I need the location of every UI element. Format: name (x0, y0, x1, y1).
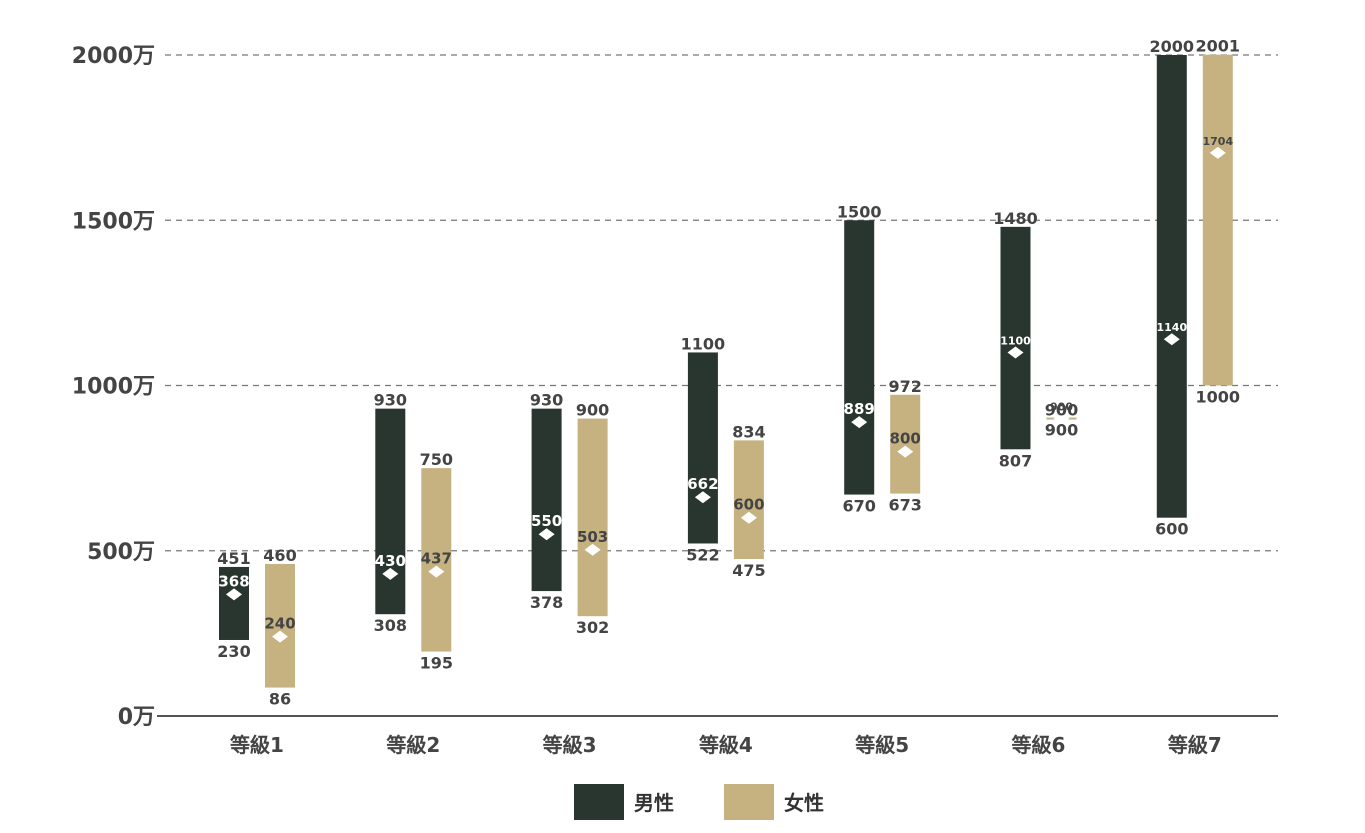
min-value-label: 230 (217, 642, 250, 661)
max-value-label: 900 (576, 401, 609, 420)
legend-label: 男性 (634, 791, 674, 815)
median-marker (226, 588, 242, 601)
range-bar (1000, 226, 1031, 450)
median-marker (1053, 412, 1070, 425)
max-value-label: 460 (263, 546, 296, 565)
x-axis-tick-labels: 等級1 等級2 等級3 等級4 等級5 等級6 等級7 (230, 733, 1222, 757)
range-bar (265, 563, 295, 688)
median-marker (538, 528, 555, 541)
range-bar (421, 468, 452, 652)
mid-value-label: 600 (733, 496, 764, 514)
bars-layer (219, 54, 1233, 688)
y-axis-tick-labels: 0万 500万 1000万 1500万 2000万 (72, 44, 155, 730)
y-tick-label: 500万 (87, 540, 155, 565)
max-value-label: 1480 (993, 209, 1038, 228)
min-value-label: 302 (576, 618, 609, 637)
min-value-label: 195 (420, 654, 453, 673)
median-marker (272, 630, 288, 643)
median-marker (740, 511, 757, 524)
median-marker (897, 445, 914, 458)
min-value-label: 1000 (1196, 388, 1241, 407)
mid-value-label: 889 (844, 400, 875, 418)
legend: 男性 女性 (574, 784, 824, 820)
x-tick-label: 等級5 (855, 733, 909, 757)
max-value-label: 972 (888, 377, 921, 396)
max-value-label: 1500 (837, 202, 882, 221)
x-tick-label: 等級2 (386, 733, 440, 757)
max-value-label: 2001 (1196, 37, 1241, 56)
value-labels-layer: 451 230 368 460 86 240 930 308 430 750 195 437 930 37… (217, 37, 1240, 709)
max-value-label: 900 (1045, 401, 1078, 420)
range-bar (219, 566, 249, 640)
range-bar (687, 352, 718, 544)
mid-value-label: 1704 (1202, 135, 1233, 148)
max-value-label: 750 (420, 450, 453, 469)
min-value-label: 378 (530, 593, 563, 612)
legend-label: 女性 (784, 791, 824, 815)
y-tick-label: 1500万 (72, 209, 155, 234)
legend-swatch (574, 784, 624, 820)
mid-value-label: 550 (531, 512, 562, 530)
mid-value-label: 240 (264, 615, 295, 633)
median-marker (1163, 333, 1180, 346)
median-marker (584, 543, 601, 556)
mid-value-label: 1100 (1000, 334, 1031, 347)
max-value-label: 930 (530, 391, 563, 410)
min-value-label: 86 (269, 690, 291, 709)
mid-value-label: 368 (218, 572, 249, 590)
median-marker (851, 416, 868, 429)
y-tick-label: 2000万 (72, 44, 155, 69)
min-value-label: 475 (732, 561, 765, 580)
mid-value-label: 503 (577, 528, 608, 546)
x-tick-label: 等級4 (699, 733, 753, 757)
range-bar (1202, 54, 1233, 386)
median-marker (1007, 346, 1024, 359)
median-marker (382, 567, 399, 580)
mid-value-label: 437 (421, 550, 452, 568)
max-value-label: 930 (374, 391, 407, 410)
grid-lines (165, 54, 1278, 552)
max-value-label: 834 (732, 422, 765, 441)
y-tick-label: 1000万 (72, 375, 155, 400)
range-bar (577, 418, 608, 617)
min-value-label: 900 (1045, 421, 1078, 440)
range-bar (844, 220, 875, 495)
range-bar (890, 394, 921, 494)
mid-value-label: 800 (890, 430, 921, 448)
min-value-label: 673 (888, 496, 921, 515)
min-value-label: 600 (1155, 520, 1188, 539)
legend-swatch (724, 784, 774, 820)
max-value-label: 451 (217, 549, 250, 568)
mid-value-label: 662 (687, 475, 718, 493)
min-value-label: 807 (999, 451, 1032, 470)
min-value-label: 308 (374, 616, 407, 635)
mid-value-label: 430 (375, 552, 406, 570)
min-value-label: 522 (686, 545, 719, 564)
median-marker (428, 565, 445, 578)
range-bar (531, 408, 562, 592)
range-bar (375, 408, 406, 615)
x-tick-label: 等級7 (1168, 733, 1222, 757)
x-tick-label: 等級3 (543, 733, 597, 757)
mid-value-label: 900 (1050, 401, 1073, 414)
range-bar (733, 440, 764, 560)
max-value-label: 2000 (1150, 37, 1195, 56)
y-tick-label: 0万 (118, 705, 155, 730)
range-bar (1156, 55, 1187, 518)
median-marker (694, 491, 711, 504)
min-value-label: 670 (842, 497, 875, 516)
median-marker (1209, 146, 1226, 159)
x-tick-label: 等級6 (1012, 733, 1066, 757)
max-value-label: 1100 (681, 334, 726, 353)
mid-value-label: 1140 (1156, 321, 1187, 334)
x-tick-label: 等級1 (230, 733, 284, 757)
